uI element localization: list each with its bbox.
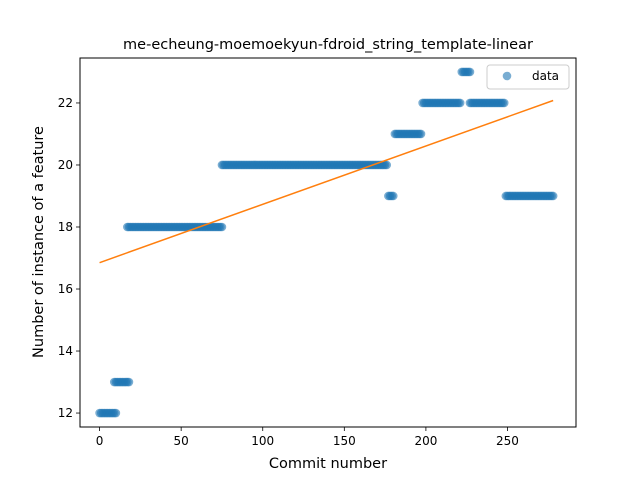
data-point bbox=[124, 377, 134, 387]
data-point bbox=[548, 191, 558, 201]
y-tick-label: 14 bbox=[58, 344, 73, 358]
x-tick-label: 250 bbox=[496, 434, 519, 448]
y-tick-label: 18 bbox=[58, 220, 73, 234]
data-point bbox=[217, 222, 227, 232]
y-tick-label: 22 bbox=[58, 96, 73, 110]
y-axis-label: Number of instance of a feature bbox=[31, 126, 47, 358]
data-point bbox=[388, 191, 398, 201]
y-tick-label: 20 bbox=[58, 158, 73, 172]
x-tick-label: 200 bbox=[414, 434, 437, 448]
data-point bbox=[111, 408, 121, 418]
x-axis: 0 50 100 150 200 250 bbox=[96, 427, 519, 448]
chart-title: me-echeung-moemoekyun-fdroid_string_temp… bbox=[123, 37, 533, 53]
legend-box bbox=[486, 64, 570, 90]
legend: data bbox=[486, 64, 570, 90]
plot-frame bbox=[79, 57, 577, 428]
y-axis: 12 14 16 18 20 22 bbox=[58, 96, 80, 420]
y-tick-label: 12 bbox=[58, 406, 73, 420]
data-point bbox=[499, 98, 509, 108]
data-point bbox=[382, 160, 392, 170]
x-tick-label: 50 bbox=[174, 434, 189, 448]
x-tick-label: 100 bbox=[251, 434, 274, 448]
data-point bbox=[455, 98, 465, 108]
x-axis-label: Commit number bbox=[269, 456, 387, 472]
y-tick-label: 16 bbox=[58, 282, 73, 296]
plot-area bbox=[95, 67, 558, 418]
x-tick-label: 150 bbox=[333, 434, 356, 448]
data-point bbox=[416, 129, 426, 139]
fit-line bbox=[99, 99, 554, 264]
data-point bbox=[465, 67, 475, 77]
x-tick-label: 0 bbox=[96, 434, 104, 448]
legend-marker-data bbox=[502, 71, 512, 81]
legend-label-data: data bbox=[532, 69, 559, 83]
